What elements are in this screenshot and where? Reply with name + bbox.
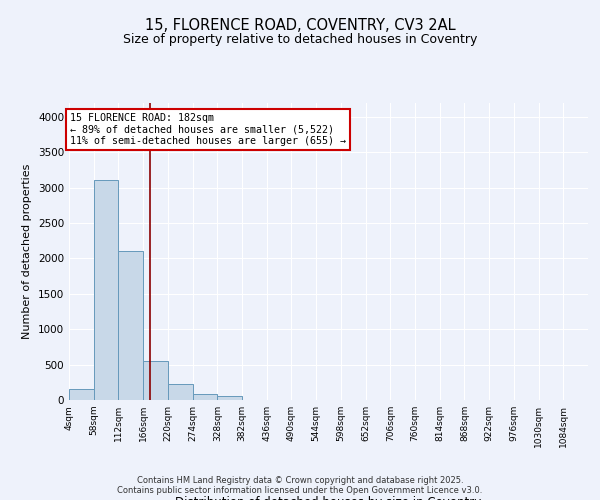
Bar — [193, 394, 217, 400]
Y-axis label: Number of detached properties: Number of detached properties — [22, 164, 32, 339]
Text: 15, FLORENCE ROAD, COVENTRY, CV3 2AL: 15, FLORENCE ROAD, COVENTRY, CV3 2AL — [145, 18, 455, 32]
Bar — [69, 390, 94, 400]
Text: 15 FLORENCE ROAD: 182sqm
← 89% of detached houses are smaller (5,522)
11% of sem: 15 FLORENCE ROAD: 182sqm ← 89% of detach… — [70, 113, 346, 146]
X-axis label: Distribution of detached houses by size in Coventry: Distribution of detached houses by size … — [175, 496, 482, 500]
Bar — [168, 384, 193, 400]
Text: Contains HM Land Registry data © Crown copyright and database right 2025.
Contai: Contains HM Land Registry data © Crown c… — [118, 476, 482, 495]
Bar — [143, 361, 168, 400]
Bar — [94, 180, 118, 400]
Bar — [217, 396, 242, 400]
Text: Size of property relative to detached houses in Coventry: Size of property relative to detached ho… — [123, 32, 477, 46]
Bar — [118, 252, 143, 400]
